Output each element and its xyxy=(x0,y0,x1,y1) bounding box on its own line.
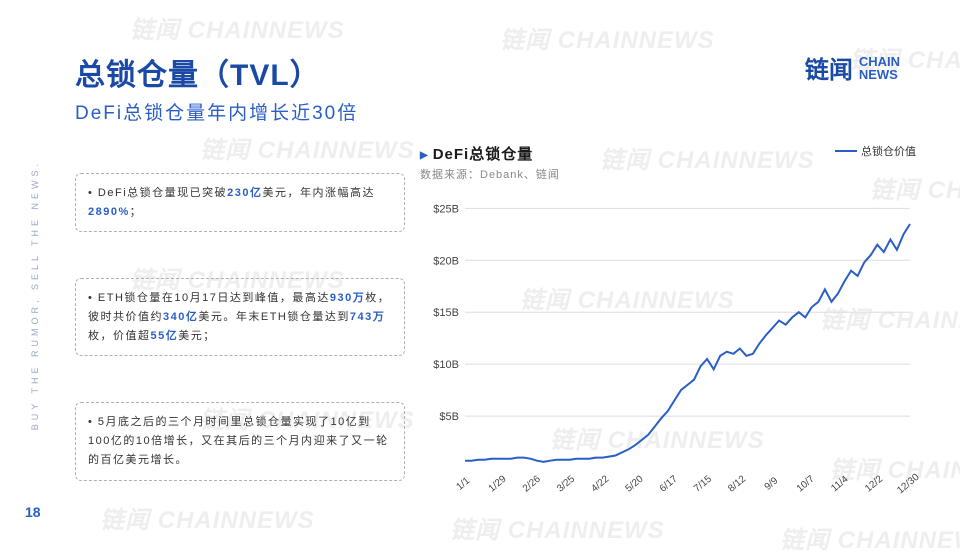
svg-text:2/26: 2/26 xyxy=(521,473,543,494)
svg-text:12/30: 12/30 xyxy=(895,472,920,497)
svg-text:8/12: 8/12 xyxy=(726,473,748,494)
page-subtitle: DeFi总锁仓量年内增长近30倍 xyxy=(75,98,358,125)
chart-source: 数据来源：Debank、链闻 xyxy=(420,166,920,182)
legend-line-icon xyxy=(835,150,857,152)
svg-text:7/15: 7/15 xyxy=(692,473,714,494)
svg-text:$10B: $10B xyxy=(433,359,459,371)
svg-text:4/22: 4/22 xyxy=(589,473,611,494)
logo-cn-text: 链闻 xyxy=(805,50,853,85)
line-chart: $5B $10B $15B $20B $25B 1/1 1/29 2/26 3/25 4/22 5/… xyxy=(420,188,920,518)
page-title: 总锁仓量（TVL） xyxy=(75,50,358,94)
logo-en-top: CHAIN xyxy=(859,55,900,68)
svg-text:$5B: $5B xyxy=(439,411,459,423)
brand-logo: 链闻 CHAIN NEWS xyxy=(805,50,900,85)
svg-text:12/2: 12/2 xyxy=(863,473,885,494)
svg-text:$25B: $25B xyxy=(433,203,459,215)
svg-text:1/1: 1/1 xyxy=(455,475,473,493)
svg-text:6/17: 6/17 xyxy=(658,473,680,494)
svg-text:$20B: $20B xyxy=(433,255,459,267)
svg-text:3/25: 3/25 xyxy=(555,473,577,494)
bullet-item: • DeFi总锁仓量现已突破230亿美元，年内涨幅高达2890%； xyxy=(75,173,405,232)
legend-label: 总锁仓价值 xyxy=(861,143,916,159)
chart-legend: 总锁仓价值 xyxy=(835,143,916,159)
svg-text:$15B: $15B xyxy=(433,307,459,319)
bullet-list: • DeFi总锁仓量现已突破230亿美元，年内涨幅高达2890%； • ETH锁… xyxy=(75,143,405,518)
logo-en-bot: NEWS xyxy=(859,68,900,81)
svg-text:11/4: 11/4 xyxy=(829,474,851,495)
svg-text:5/20: 5/20 xyxy=(624,473,646,494)
bullet-item: • 5月底之后的三个月时间里总锁仓量实现了10亿到100亿的10倍增长，又在其后… xyxy=(75,402,405,480)
chart-panel: DeFi总锁仓量 数据来源：Debank、链闻 总锁仓价值 $5B$10B$15… xyxy=(420,143,920,518)
svg-text:10/7: 10/7 xyxy=(795,473,817,494)
svg-text:1/29: 1/29 xyxy=(487,473,509,494)
svg-text:9/9: 9/9 xyxy=(763,475,781,493)
bullet-item: • ETH锁仓量在10月17日达到峰值，最高达930万枚，彼时共价值约340亿美… xyxy=(75,278,405,356)
